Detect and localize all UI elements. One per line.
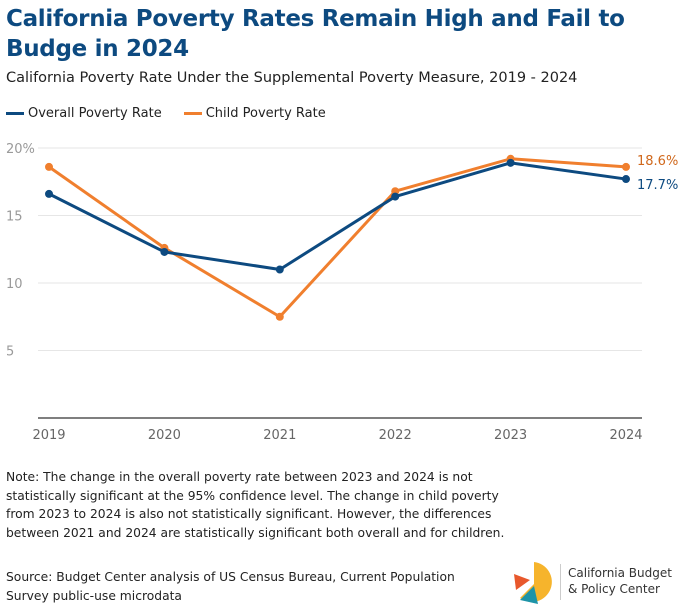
data-point — [506, 158, 515, 167]
x-tick-label: 2023 — [494, 428, 527, 443]
chart-title: California Poverty Rates Remain High and… — [6, 6, 625, 62]
chart-subtitle: California Poverty Rate Under the Supple… — [6, 70, 578, 86]
y-tick-label: 15 — [6, 210, 23, 225]
logo-icon — [514, 562, 552, 604]
note: Note: The change in the overall poverty … — [6, 470, 505, 540]
data-point — [45, 189, 53, 198]
x-tick-label: 2020 — [148, 428, 181, 443]
series-line-overall — [48, 161, 627, 271]
x-tick-label: 2021 — [263, 428, 296, 443]
logo: California Budget & Policy Center — [512, 558, 680, 608]
end-label: 18.6% — [637, 154, 678, 169]
data-point — [622, 162, 630, 171]
line-plot: 20% 15 10 5 2019 2020 2021 2022 2023 2024 18.6% 17.… — [6, 142, 678, 443]
data-point — [275, 312, 284, 321]
legend: Overall Poverty Rate Child Poverty Rate — [6, 106, 326, 121]
legend-item-child: Child Poverty Rate — [183, 106, 326, 121]
data-point — [275, 265, 284, 274]
y-tick-label: 20% — [6, 142, 35, 157]
x-tick-label: 2019 — [32, 428, 65, 443]
data-point — [391, 192, 400, 201]
data-point — [622, 175, 630, 184]
source: Source: Budget Center analysis of US Cen… — [6, 570, 455, 603]
series-line-child — [48, 157, 627, 319]
x-tick-label: 2022 — [379, 428, 412, 443]
end-label: 17.7% — [637, 178, 678, 193]
data-point — [160, 247, 169, 256]
y-tick-label: 5 — [6, 345, 14, 360]
x-tick-label: 2024 — [609, 428, 642, 443]
legend-item-overall: Overall Poverty Rate — [6, 106, 162, 121]
data-point — [45, 162, 53, 171]
y-tick-label: 10 — [6, 277, 23, 292]
